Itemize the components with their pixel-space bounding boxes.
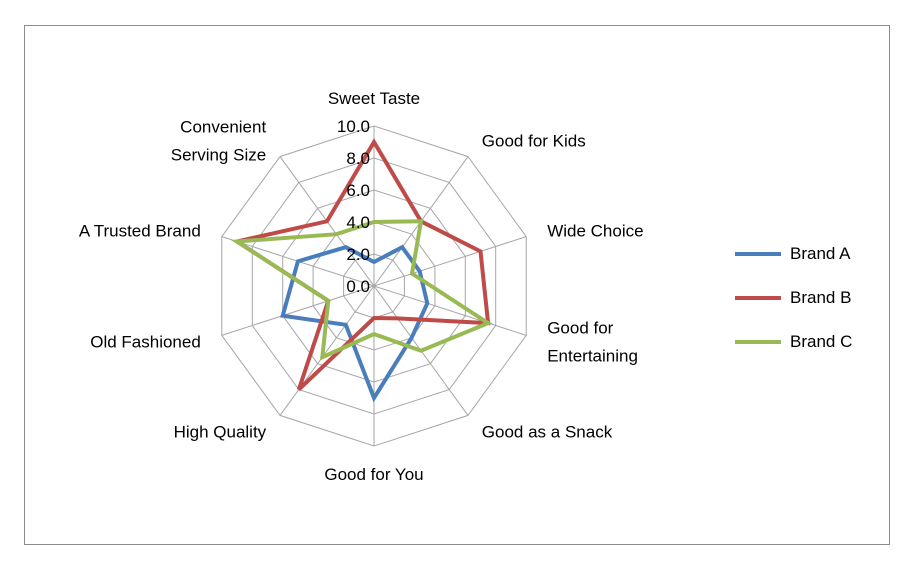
axis-spoke — [279, 285, 375, 416]
axis-label: A Trusted Brand — [79, 221, 201, 240]
tick-label: 6.0 — [346, 181, 370, 200]
radial-tick-labels: 0.0 2.0 4.0 6.0 8.0 10.0 — [337, 117, 370, 296]
chart-area — [24, 25, 890, 545]
axis-label: Wide Choice — [547, 221, 643, 240]
axis-label: High Quality — [174, 423, 267, 442]
axis-category-labels: Sweet Taste Good for Kids Wide Choice Good … — [79, 89, 644, 484]
tick-label: 10.0 — [337, 117, 370, 136]
legend-item: Brand A — [735, 232, 905, 276]
axis-spoke — [373, 285, 527, 336]
legend-swatch — [735, 296, 781, 300]
axis-label: Good for Kids — [482, 131, 586, 150]
legend-label: Brand B — [790, 288, 852, 307]
tick-label: 8.0 — [346, 149, 370, 168]
tick-label: 2.0 — [346, 245, 370, 264]
legend-item: Brand B — [735, 276, 905, 320]
series-line-brand-c — [230, 219, 493, 361]
axis-label: Good for You — [324, 465, 423, 484]
legend: Brand A Brand B Brand C — [735, 232, 905, 364]
axis-label: Sweet Taste — [328, 89, 420, 108]
axis-spoke — [221, 285, 375, 336]
tick-label: 0.0 — [346, 277, 370, 296]
axis-label: Good as a Snack — [482, 423, 613, 442]
legend-label: Brand A — [790, 244, 851, 263]
tick-label: 4.0 — [346, 213, 370, 232]
axis-label: Good for Entertaining — [547, 319, 638, 366]
legend-label: Brand C — [790, 332, 853, 351]
axis-spoke — [373, 236, 527, 287]
series-line-brand-b — [231, 138, 491, 392]
legend-item: Brand C — [735, 320, 905, 364]
axis-label: Convenient Serving Size — [171, 117, 267, 164]
radar-series — [230, 138, 493, 403]
axis-label: Old Fashioned — [90, 333, 201, 352]
legend-swatch — [735, 340, 781, 344]
legend-swatch — [735, 252, 781, 256]
